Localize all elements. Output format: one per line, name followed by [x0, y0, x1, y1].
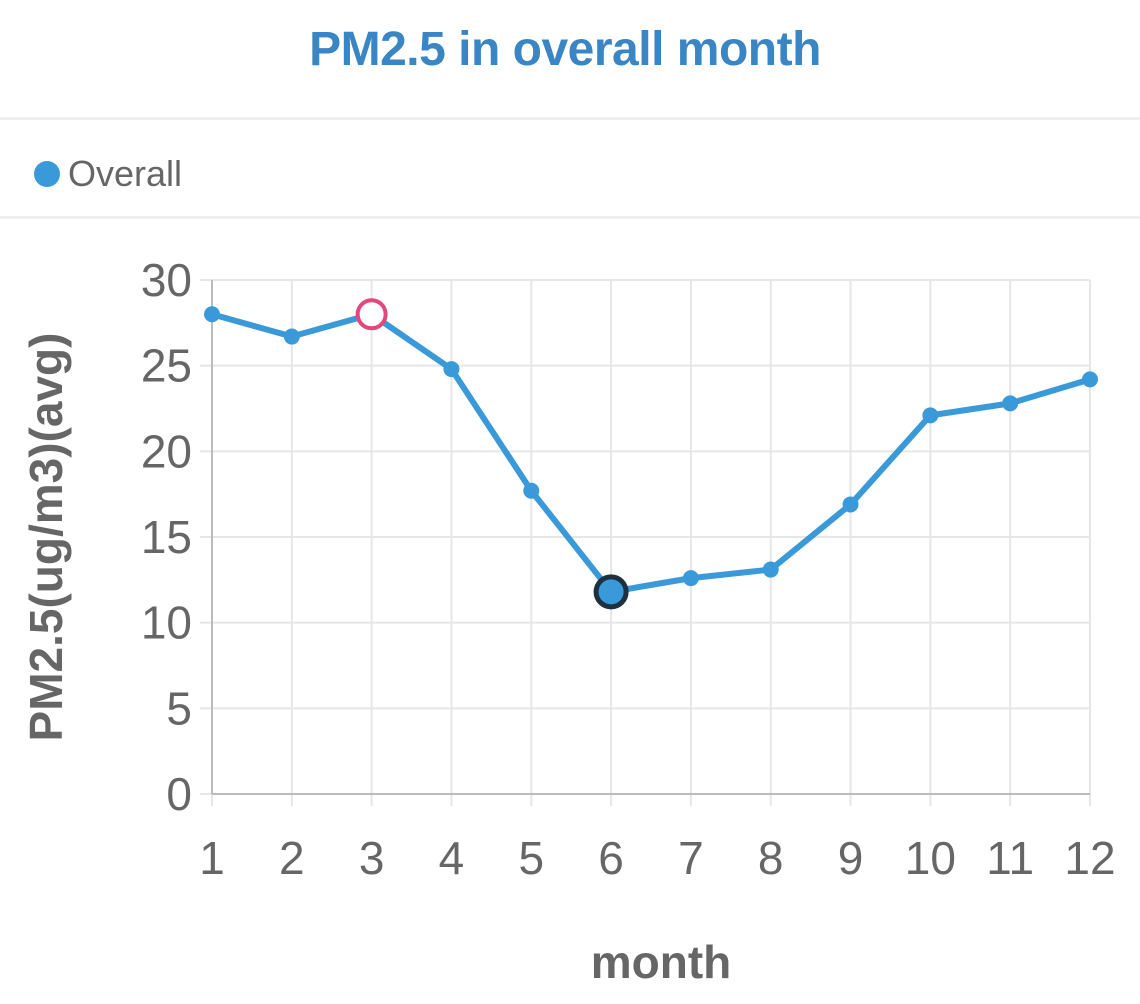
chart-title: PM2.5 in overall month	[309, 23, 821, 76]
x-tick-label: 10	[905, 832, 956, 884]
legend[interactable]: Overall	[34, 150, 182, 198]
y-tick-label: 0	[166, 768, 192, 820]
x-axis-title: month	[591, 936, 732, 988]
series-line	[209, 311, 1093, 595]
y-tick-label: 5	[166, 682, 192, 734]
x-tick-label: 9	[838, 832, 864, 884]
data-point[interactable]	[1082, 371, 1098, 388]
y-axis-title: PM2.5(ug/m3)(avg)	[20, 333, 72, 742]
data-point[interactable]	[762, 561, 779, 578]
title-divider	[0, 117, 1140, 120]
data-point[interactable]	[842, 496, 859, 513]
x-tick-label: 6	[598, 832, 624, 884]
x-tick-label: 7	[678, 832, 704, 884]
data-point-highlighted[interactable]	[593, 574, 629, 610]
y-tick-label: 15	[141, 511, 192, 563]
data-point[interactable]	[682, 570, 699, 587]
data-point[interactable]	[523, 482, 540, 499]
chart-axes	[200, 279, 1091, 806]
x-tick-label: 8	[758, 832, 784, 884]
y-tick-label: 25	[141, 340, 192, 392]
chart-grid	[211, 279, 1091, 795]
x-tick-label: 11	[986, 832, 1034, 884]
data-point[interactable]	[283, 328, 300, 345]
data-point[interactable]	[922, 407, 939, 424]
legend-label: Overall	[68, 153, 183, 194]
x-tick-label: 4	[439, 832, 465, 884]
series-line-layer	[209, 311, 1093, 595]
series-points-layer	[204, 298, 1098, 610]
x-tick-label: 1	[199, 832, 225, 884]
x-tick-label: 3	[359, 832, 385, 884]
x-tick-label: 12	[1064, 832, 1115, 884]
y-tick-label: 20	[141, 425, 192, 477]
y-tick-label: 30	[141, 254, 192, 306]
data-point[interactable]	[204, 306, 220, 323]
legend-marker	[34, 161, 60, 187]
y-tick-label: 10	[141, 597, 192, 649]
data-point-highlighted[interactable]	[355, 298, 388, 331]
legend-divider	[0, 216, 1140, 219]
x-tick-label: 5	[518, 832, 544, 884]
x-tick-label: 2	[279, 832, 305, 884]
data-point[interactable]	[443, 361, 460, 378]
data-point[interactable]	[1002, 395, 1019, 412]
